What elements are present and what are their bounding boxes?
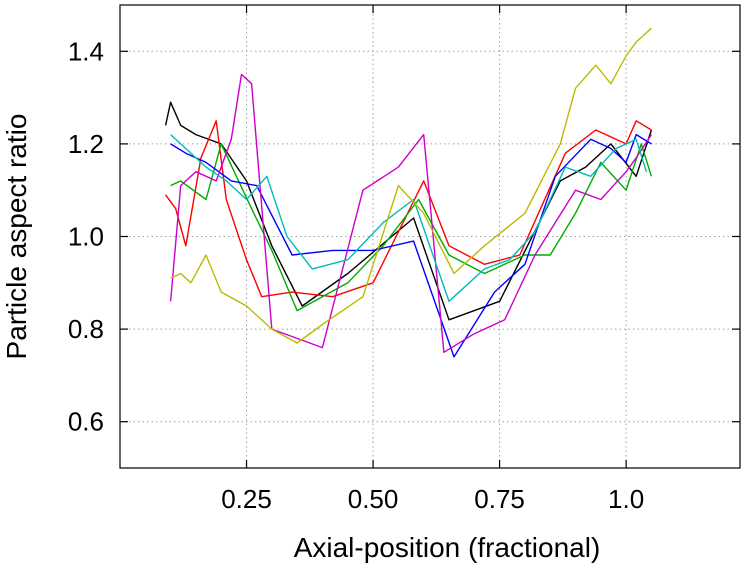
series-line-1 — [165, 120, 652, 298]
y-tick-label-2: 1.0 — [68, 222, 104, 252]
y-axis-title: Particle aspect ratio — [1, 114, 32, 360]
grid — [120, 5, 740, 468]
x-tick-label-1: 0.50 — [348, 484, 399, 514]
x-axis-title: Axial-position (fractional) — [294, 532, 601, 563]
x-tick-label-3: 1.0 — [608, 484, 644, 514]
y-tick-label-4: 1.4 — [68, 36, 104, 66]
series-line-2 — [170, 143, 653, 312]
series-line-5 — [170, 134, 648, 302]
series-line-6 — [170, 27, 652, 344]
x-tick-label-0: 0.25 — [221, 484, 272, 514]
y-tick-label-3: 1.2 — [68, 129, 104, 159]
series-layer — [164, 27, 653, 358]
y-tick-label-1: 0.8 — [68, 314, 104, 344]
series-line-0 — [164, 101, 653, 321]
series-line-4 — [169, 73, 652, 353]
ticks: 0.25 0.50 0.75 1.0 0.6 0.8 1.0 1.2 1.4 — [68, 5, 740, 514]
x-tick-label-2: 0.75 — [474, 484, 525, 514]
y-tick-label-0: 0.6 — [68, 407, 104, 437]
